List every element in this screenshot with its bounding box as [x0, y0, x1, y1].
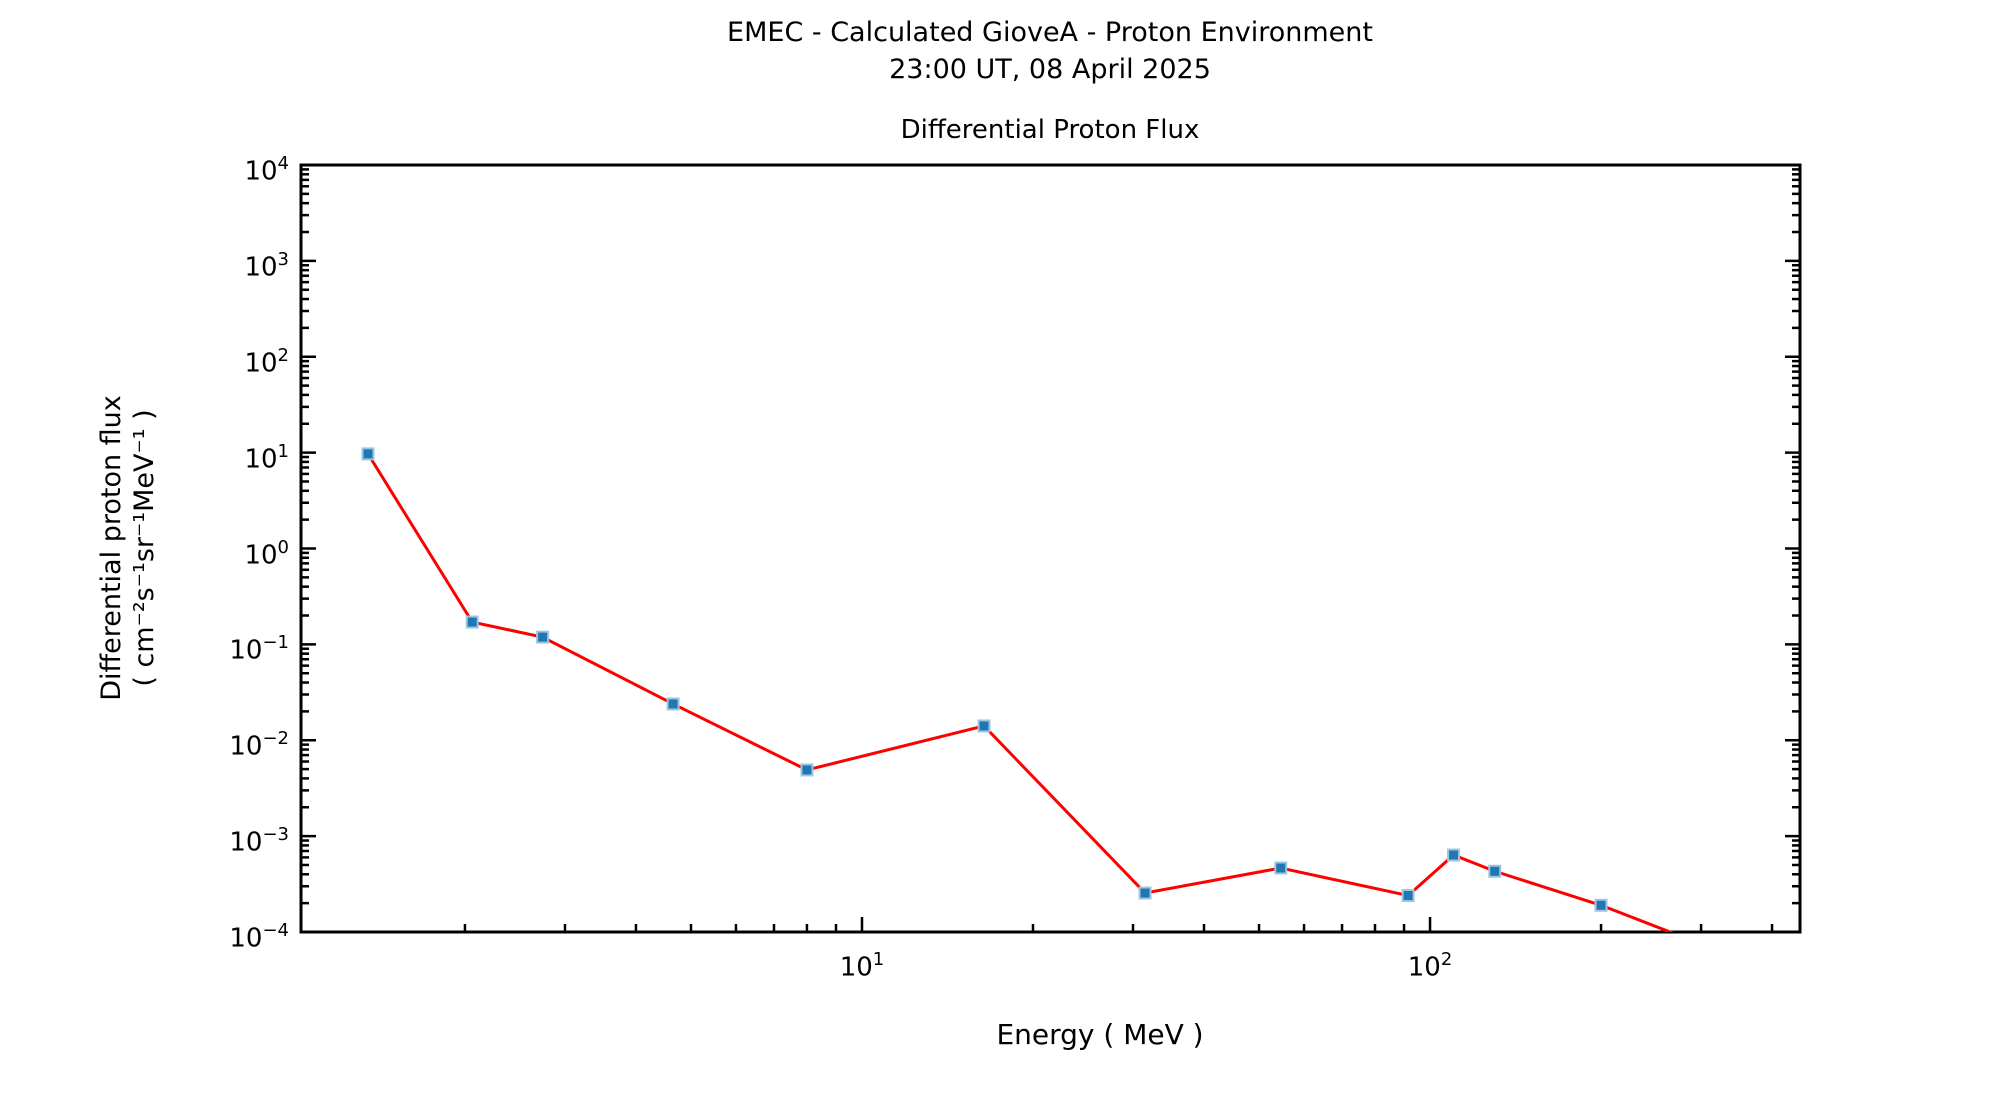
data-point-marker: [361, 447, 375, 461]
data-point-marker: [800, 763, 814, 777]
y-tick-label: 102: [244, 344, 289, 379]
data-points: [361, 447, 1707, 949]
data-point-marker: [666, 697, 680, 711]
y-tick-label: 104: [244, 153, 289, 187]
chart-title: Differential Proton Flux: [900, 115, 1200, 145]
data-point-marker: [536, 630, 550, 644]
figure-title: EMEC - Calculated GioveA - Proton Enviro…: [727, 17, 1373, 48]
data-point-marker: [465, 615, 479, 629]
y-tick-label: 103: [244, 248, 289, 283]
y-tick-label: 101: [244, 440, 289, 475]
data-point-marker: [1488, 864, 1502, 878]
data-point-marker: [1696, 938, 1707, 949]
data-point-marker: [1274, 861, 1288, 875]
data-point-marker: [1594, 898, 1608, 912]
data-point-marker: [1447, 848, 1461, 862]
y-tick-label: 10−2: [229, 728, 289, 762]
x-axis-label: Energy ( MeV ): [996, 1018, 1204, 1051]
y-tick-label: 100: [244, 536, 289, 571]
data-point-marker: [1138, 886, 1152, 900]
data-point-marker: [977, 719, 991, 733]
x-tick-label: 101: [839, 949, 885, 983]
y-tick-label: 10−1: [229, 632, 289, 667]
y-tick-label: 10−4: [229, 920, 289, 954]
x-tick-label: 102: [1407, 949, 1453, 983]
figure-subtitle: 23:00 UT, 08 April 2025: [889, 54, 1211, 85]
y-tick-label: 10−3: [229, 824, 289, 858]
axes-spines: [299, 163, 1802, 934]
data-point-marker: [1401, 889, 1415, 903]
